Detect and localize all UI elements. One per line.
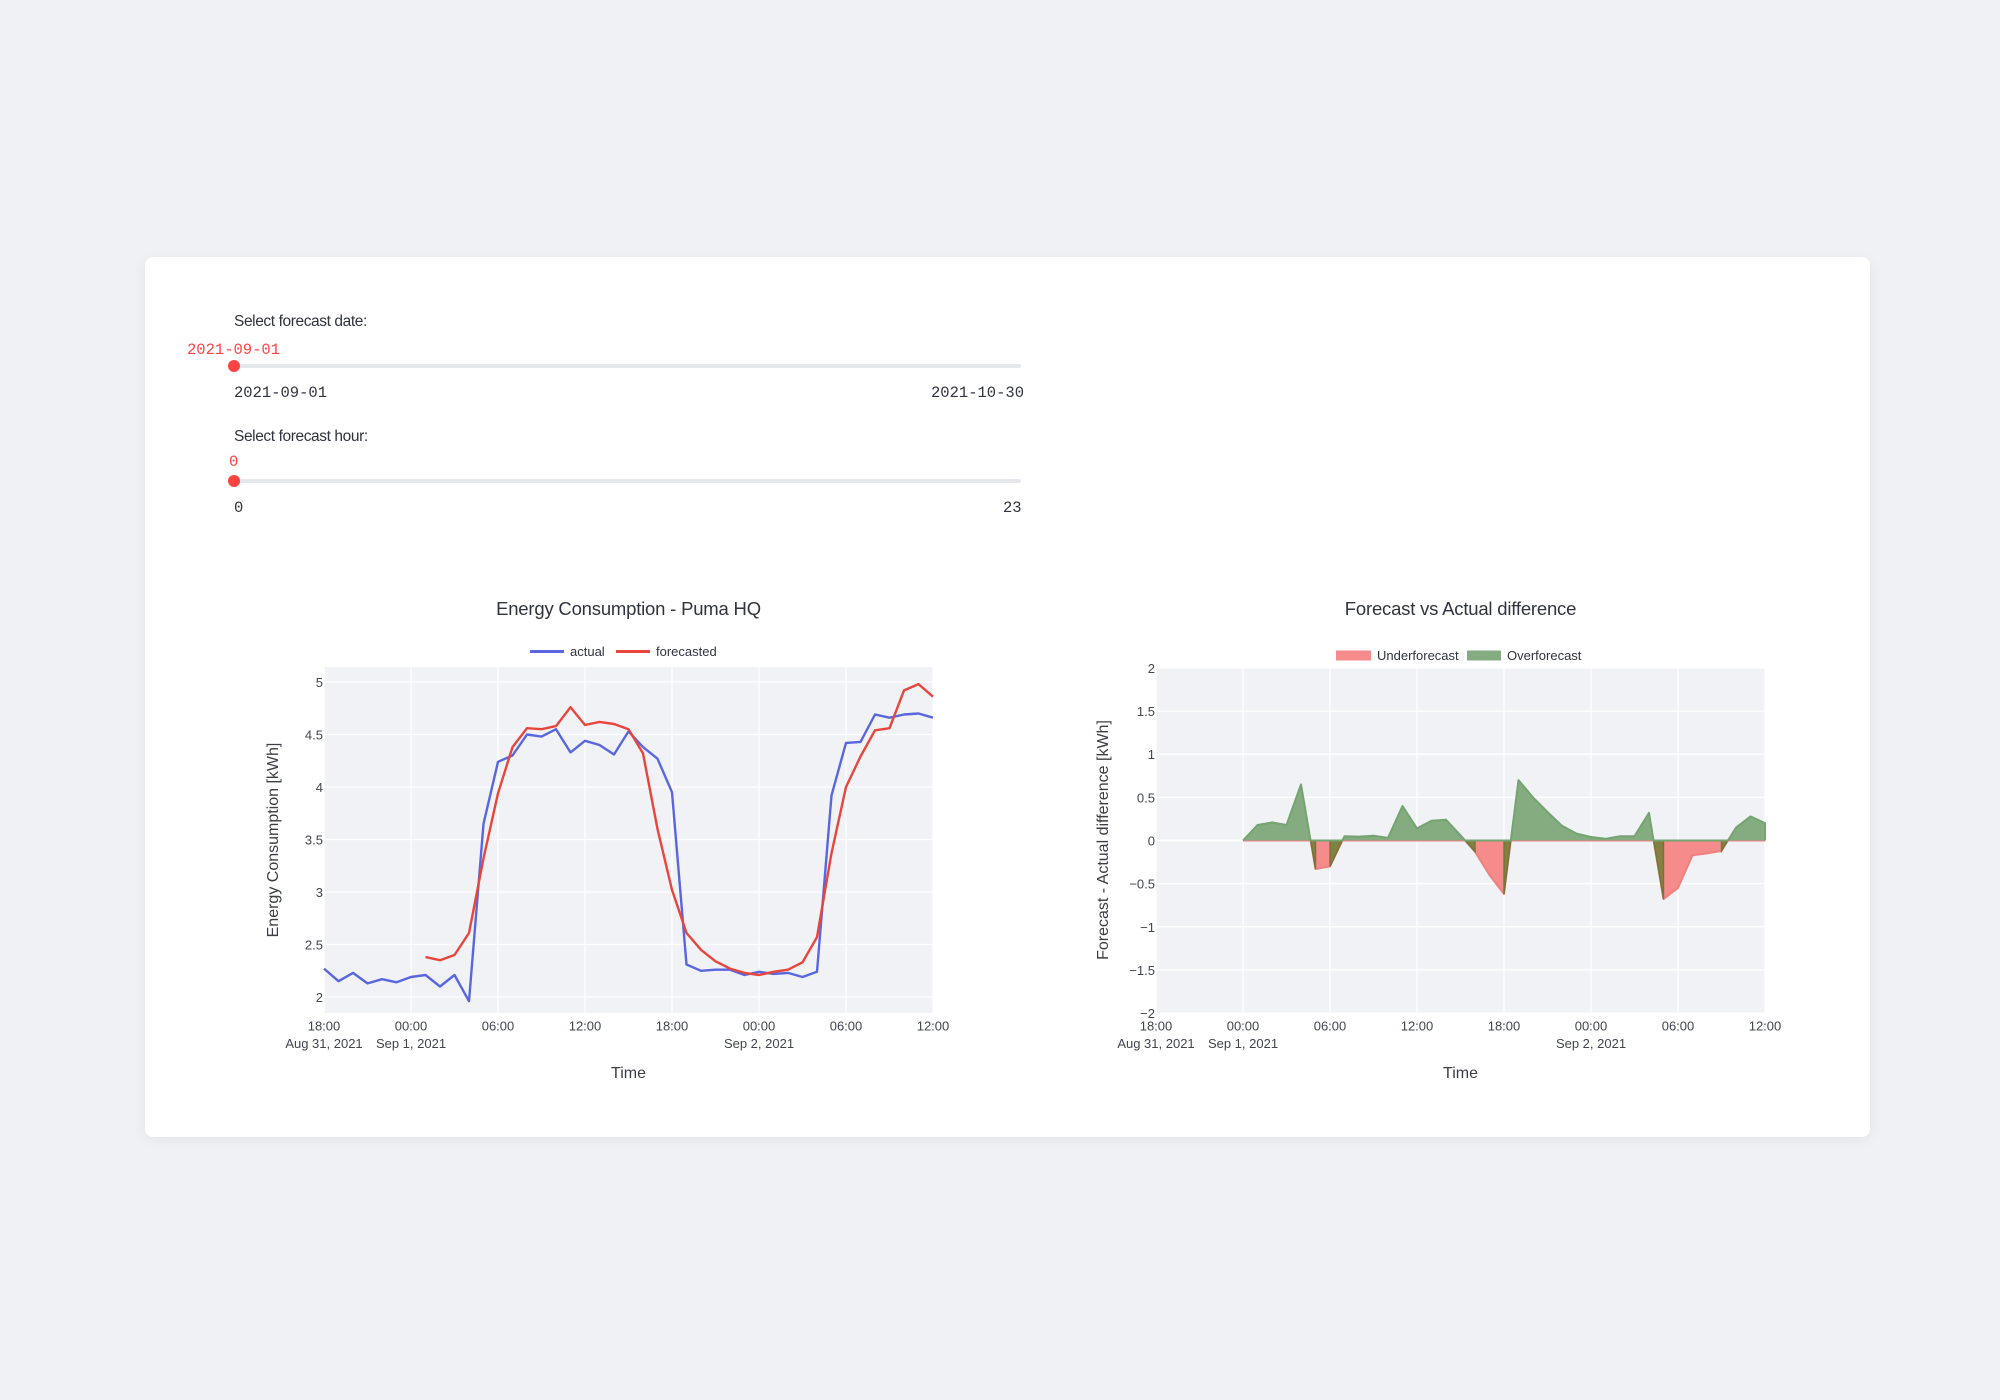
svg-text:2: 2: [1148, 661, 1155, 676]
svg-text:Sep 1, 2021: Sep 1, 2021: [1208, 1036, 1278, 1051]
svg-text:Underforecast: Underforecast: [1377, 648, 1459, 663]
svg-text:4: 4: [316, 780, 323, 795]
svg-text:18:00: 18:00: [308, 1019, 341, 1034]
svg-text:Sep 2, 2021: Sep 2, 2021: [724, 1036, 794, 1051]
svg-text:0.5: 0.5: [1137, 790, 1155, 805]
svg-text:Time: Time: [1443, 1065, 1478, 1082]
svg-text:Overforecast: Overforecast: [1507, 648, 1582, 663]
svg-text:18:00: 18:00: [1140, 1019, 1173, 1034]
svg-text:00:00: 00:00: [743, 1019, 776, 1034]
svg-text:3: 3: [316, 885, 323, 900]
svg-text:Time: Time: [611, 1065, 646, 1082]
svg-text:1.5: 1.5: [1137, 704, 1155, 719]
svg-text:0: 0: [1148, 834, 1155, 849]
svg-text:−1: −1: [1140, 920, 1155, 935]
svg-text:Sep 2, 2021: Sep 2, 2021: [1556, 1036, 1626, 1051]
svg-text:18:00: 18:00: [1488, 1019, 1521, 1034]
svg-text:Forecast - Actual difference [: Forecast - Actual difference [kWh]: [1095, 720, 1112, 960]
svg-text:06:00: 06:00: [482, 1019, 515, 1034]
svg-text:Sep 1, 2021: Sep 1, 2021: [376, 1036, 446, 1051]
svg-text:actual: actual: [570, 644, 605, 659]
svg-text:Energy Consumption - Puma HQ: Energy Consumption - Puma HQ: [496, 598, 761, 619]
svg-text:5: 5: [316, 675, 323, 690]
svg-text:00:00: 00:00: [1575, 1019, 1608, 1034]
svg-text:forecasted: forecasted: [656, 644, 717, 659]
svg-text:4.5: 4.5: [305, 728, 323, 743]
svg-text:Aug 31, 2021: Aug 31, 2021: [285, 1036, 362, 1051]
svg-text:00:00: 00:00: [1227, 1019, 1260, 1034]
svg-text:06:00: 06:00: [830, 1019, 863, 1034]
svg-text:1: 1: [1148, 747, 1155, 762]
svg-text:18:00: 18:00: [656, 1019, 689, 1034]
svg-text:2.5: 2.5: [305, 938, 323, 953]
svg-text:00:00: 00:00: [395, 1019, 428, 1034]
svg-text:−1.5: −1.5: [1129, 963, 1155, 978]
svg-text:Energy Consumption [kWh]: Energy Consumption [kWh]: [265, 743, 282, 938]
svg-text:12:00: 12:00: [1401, 1019, 1434, 1034]
svg-text:06:00: 06:00: [1314, 1019, 1347, 1034]
svg-text:−0.5: −0.5: [1129, 877, 1155, 892]
svg-text:Forecast vs Actual difference: Forecast vs Actual difference: [1345, 598, 1576, 619]
svg-text:−2: −2: [1140, 1006, 1155, 1021]
svg-text:12:00: 12:00: [569, 1019, 602, 1034]
svg-text:Aug 31, 2021: Aug 31, 2021: [1117, 1036, 1194, 1051]
svg-text:3.5: 3.5: [305, 833, 323, 848]
svg-text:12:00: 12:00: [1749, 1019, 1782, 1034]
svg-text:2: 2: [316, 990, 323, 1005]
svg-text:06:00: 06:00: [1662, 1019, 1695, 1034]
svg-text:12:00: 12:00: [917, 1019, 950, 1034]
